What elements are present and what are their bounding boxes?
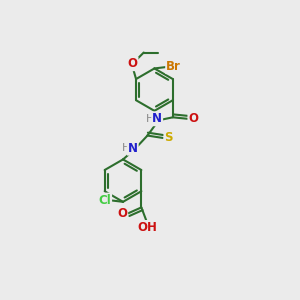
Text: Cl: Cl — [98, 194, 111, 207]
Text: O: O — [128, 57, 137, 70]
Text: O: O — [188, 112, 198, 125]
Text: H: H — [146, 114, 154, 124]
Text: N: N — [128, 142, 138, 155]
Text: O: O — [117, 207, 127, 220]
Text: OH: OH — [137, 221, 157, 234]
Text: Br: Br — [166, 60, 181, 73]
Text: H: H — [122, 143, 130, 153]
Text: N: N — [152, 112, 162, 125]
Text: S: S — [164, 131, 173, 144]
